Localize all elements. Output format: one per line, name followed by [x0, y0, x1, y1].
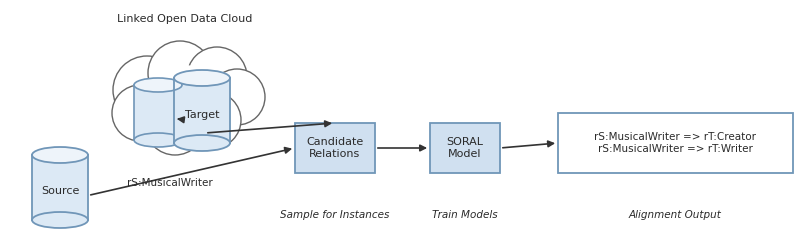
Ellipse shape	[32, 147, 88, 163]
Circle shape	[145, 95, 205, 155]
Text: SORAL
Model: SORAL Model	[446, 137, 483, 159]
Text: Source: Source	[41, 186, 79, 196]
Text: Target: Target	[185, 109, 219, 120]
Text: rS:MusicalWriter: rS:MusicalWriter	[127, 178, 213, 188]
Ellipse shape	[134, 133, 181, 147]
Ellipse shape	[173, 135, 230, 151]
Circle shape	[185, 92, 241, 148]
Bar	[173, 78, 230, 143]
Text: Candidate
Relations: Candidate Relations	[306, 137, 363, 159]
Text: Sample for Instances: Sample for Instances	[280, 210, 389, 220]
Circle shape	[155, 65, 214, 125]
Circle shape	[113, 56, 181, 124]
Circle shape	[209, 69, 265, 125]
Text: Alignment Output: Alignment Output	[628, 210, 720, 220]
Ellipse shape	[32, 212, 88, 228]
Ellipse shape	[173, 70, 230, 86]
Text: Train Models: Train Models	[432, 210, 497, 220]
Text: rS:MusicalWriter => rT:Creator
rS:MusicalWriter => rT:Writer: rS:MusicalWriter => rT:Creator rS:Musica…	[593, 132, 756, 154]
Text: Linked Open Data Cloud: Linked Open Data Cloud	[117, 14, 252, 24]
FancyBboxPatch shape	[557, 113, 792, 173]
Bar	[32, 155, 88, 220]
Ellipse shape	[134, 78, 181, 92]
Bar	[134, 85, 181, 140]
Circle shape	[187, 47, 247, 107]
Circle shape	[143, 83, 187, 127]
Circle shape	[148, 41, 212, 105]
Circle shape	[153, 79, 201, 127]
FancyBboxPatch shape	[430, 123, 499, 173]
Circle shape	[112, 85, 168, 141]
FancyBboxPatch shape	[295, 123, 374, 173]
Circle shape	[183, 78, 226, 122]
